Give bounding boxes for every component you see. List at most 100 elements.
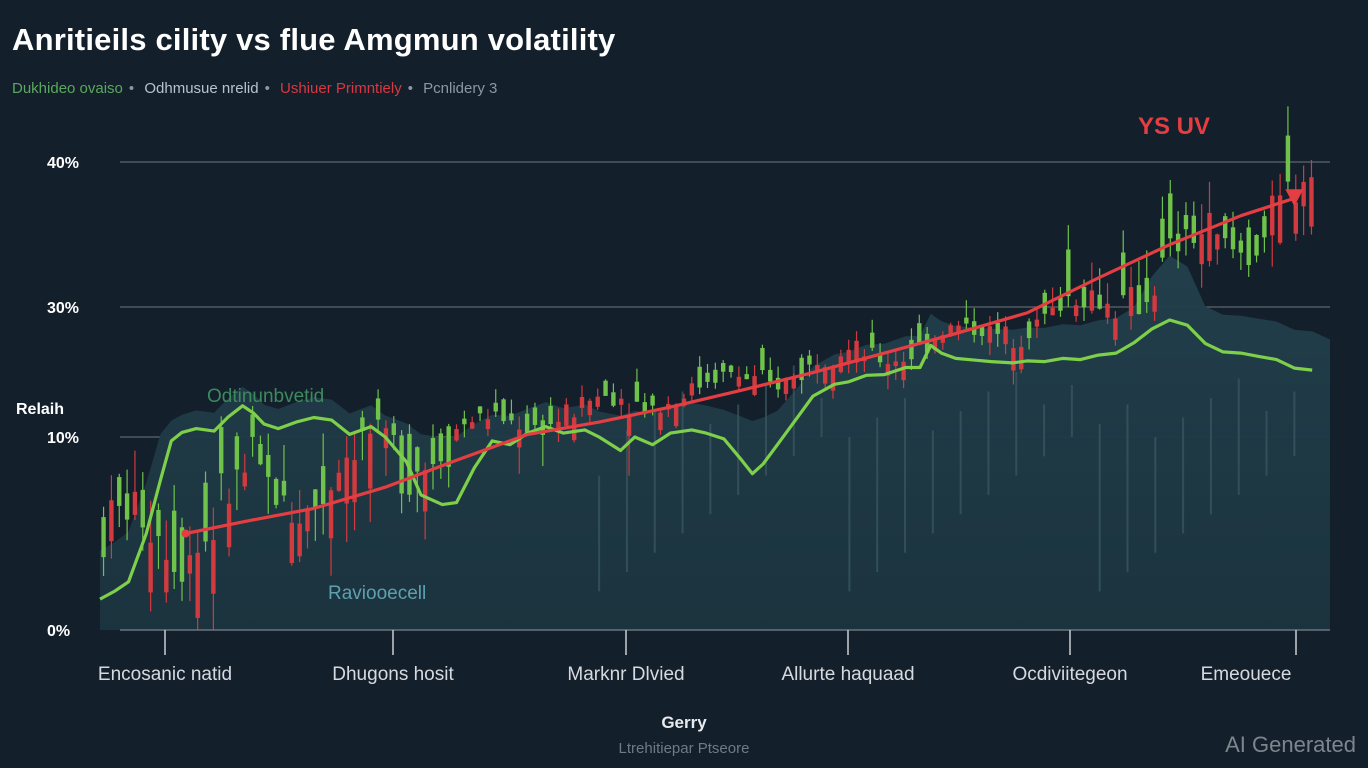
candle-body [1050, 307, 1055, 316]
candle-body [1160, 218, 1165, 258]
candle-body [783, 378, 789, 394]
chart-title: Anritieils cility vs flue Amgmun volatil… [12, 22, 616, 57]
legend-item-3: Ushiuer Primntiely [280, 80, 402, 97]
candle-body [822, 367, 828, 384]
candle-body [658, 412, 663, 431]
candle-body [1262, 216, 1267, 238]
candle-body [564, 404, 569, 426]
candle-body [1113, 318, 1118, 340]
candle-body [289, 522, 295, 563]
candle-body [1066, 249, 1071, 297]
candle-body [924, 333, 930, 353]
candle-body [1191, 215, 1197, 243]
candle-body [650, 395, 655, 406]
candle-body [391, 423, 396, 436]
y-axis-label: Relaih [16, 401, 64, 418]
y-tick-label: 10% [47, 430, 79, 447]
candle-body [1207, 212, 1212, 261]
candle-body [571, 417, 577, 441]
candle-body [799, 357, 804, 381]
candle-body [297, 523, 302, 557]
candle-body [117, 477, 122, 506]
candle-body [1073, 305, 1079, 317]
candle-body [164, 559, 169, 593]
candle-body [156, 509, 161, 537]
candle-body [673, 404, 679, 427]
candle-body [1128, 287, 1134, 316]
candlesticks [101, 106, 1314, 630]
x-tick-label: Encosanic natid [98, 664, 232, 685]
candle-body [1277, 195, 1283, 243]
candle-body [689, 383, 695, 396]
candle-body [1034, 319, 1040, 327]
candle-body [940, 335, 946, 343]
candle-body [219, 427, 224, 474]
candle-body [721, 363, 726, 372]
candle-body [1222, 216, 1228, 239]
candle-body [493, 402, 498, 412]
candle-body [768, 369, 773, 382]
candle-body [250, 414, 255, 437]
candle-body [611, 392, 616, 406]
series-red-start-marker [181, 529, 190, 538]
candle-body [1183, 215, 1189, 230]
candle-body [328, 490, 334, 539]
x-tick-label: Allurte haquaad [781, 664, 914, 685]
candle-body [1230, 227, 1236, 250]
legend-separator: • [128, 80, 135, 97]
chart-annotation: Raviooecell [328, 583, 426, 604]
series-red-end-arrow [1285, 189, 1304, 207]
candle-body [195, 552, 200, 618]
candle-body [744, 374, 749, 380]
legend-separator: • [264, 80, 270, 97]
candle-body [579, 397, 585, 408]
candle-body [987, 326, 993, 343]
candle-body [603, 380, 608, 396]
candle-body [532, 407, 538, 425]
candle-body [995, 322, 1000, 334]
candle-body [360, 417, 365, 432]
candle-body [964, 317, 969, 324]
candle-body [791, 377, 796, 389]
series-line-red [185, 196, 1295, 536]
candle-body [179, 527, 185, 582]
candle-body [234, 436, 240, 470]
candle-body [242, 472, 247, 487]
candle-body [313, 489, 318, 509]
candle-body [187, 555, 193, 574]
candle-body [422, 470, 428, 512]
candle-body [1301, 181, 1306, 207]
candle-body [1081, 286, 1087, 308]
candle-body [266, 455, 271, 477]
candle-body [477, 406, 483, 414]
candle-body [438, 433, 444, 462]
candle-body [815, 364, 820, 372]
candle-body [430, 437, 436, 465]
volatility-area [100, 255, 1330, 630]
candle-body [948, 325, 953, 337]
candle-body [509, 413, 514, 421]
candle-body [124, 493, 130, 520]
chart-annotation: Odtinunbvetid [207, 386, 324, 407]
candle-body [705, 372, 710, 382]
candle-body [211, 540, 216, 594]
candle-body [281, 480, 287, 496]
candle-body [1270, 195, 1275, 236]
candle-body [917, 323, 922, 343]
candle-body [203, 482, 208, 542]
candle-body [1058, 296, 1063, 311]
candle-body [877, 354, 883, 363]
candle-body [870, 332, 875, 348]
candle-body [1136, 285, 1142, 315]
candle-body [470, 422, 475, 429]
candle-body [171, 510, 177, 572]
y-tick-label: 0% [47, 623, 70, 640]
candle-body [1144, 277, 1149, 302]
candle-body [368, 433, 373, 489]
y-tick-label: 30% [47, 300, 79, 317]
candle-body [642, 402, 647, 413]
legend-item-1: Dukhideo ovaiso [12, 80, 123, 97]
candle-body [1121, 252, 1126, 296]
candle-body [462, 418, 467, 425]
